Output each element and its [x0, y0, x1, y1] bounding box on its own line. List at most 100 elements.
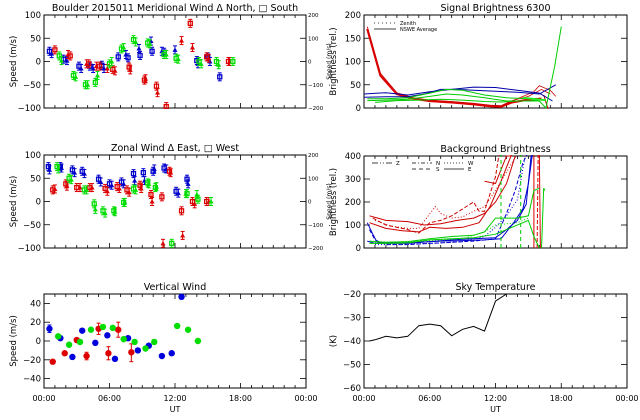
- y-tick-label: −50: [343, 361, 361, 371]
- y-axis-label: Brightness (rel.): [329, 27, 339, 95]
- data-point-red: [126, 189, 132, 195]
- chart-title: Sky Temperature: [455, 282, 535, 293]
- series-line-blue-1: [364, 86, 553, 102]
- y-right-tick-label: 0: [308, 60, 312, 66]
- legend-label: Z: [396, 161, 400, 167]
- legend-label: Zenith: [400, 21, 416, 27]
- data-point-blue: [69, 353, 76, 361]
- y-tick-label: −40: [343, 337, 361, 347]
- data-point-green: [99, 323, 107, 331]
- data-point-red: [137, 182, 143, 188]
- x-tick-label: 00:00: [32, 394, 55, 403]
- data-point-red: [143, 76, 149, 81]
- data-point-green: [109, 324, 116, 332]
- data-point-red: [127, 67, 133, 72]
- data-point-blue: [132, 178, 138, 183]
- y-right-tick-label: 100: [308, 176, 319, 182]
- data-point-green: [163, 52, 169, 57]
- data-point-red: [168, 170, 174, 175]
- data-point-red: [206, 55, 212, 61]
- series-line-red-drop: [543, 94, 549, 109]
- data-point-green: [175, 56, 181, 62]
- chart-title: Zonal Wind Δ East, □ West: [111, 143, 239, 154]
- legend-label: N: [436, 161, 440, 167]
- y-right-tick-label: 200: [308, 153, 319, 159]
- data-point-red: [126, 64, 132, 70]
- data-point-blue: [64, 58, 70, 63]
- series-line-green-c: [375, 217, 529, 243]
- data-point-green: [122, 199, 128, 205]
- data-point-blue: [90, 65, 96, 71]
- data-point-red: [83, 352, 90, 360]
- data-point-red: [115, 326, 122, 333]
- data-point-red: [155, 90, 161, 95]
- data-point-green: [133, 39, 139, 44]
- x-tick-label: 06:00: [418, 394, 441, 403]
- legend-label: E: [468, 167, 472, 173]
- y-tick-label: 40: [30, 299, 41, 309]
- y-tick-label: −40: [23, 375, 41, 385]
- series-line-red-avg: [366, 28, 542, 108]
- y-right-axis-label: Speed (m/s): [326, 43, 333, 79]
- data-point-red: [149, 199, 155, 204]
- y-tick-label: 50: [30, 34, 41, 44]
- data-point-green: [142, 345, 149, 352]
- data-point-red: [49, 358, 56, 365]
- y-right-tick-label: −200: [308, 106, 324, 112]
- x-tick-label: 18:00: [550, 394, 573, 403]
- data-point-green: [84, 187, 90, 192]
- data-layer: [364, 26, 562, 109]
- data-point-blue: [81, 171, 87, 176]
- chart-signal: Signal Brightness 6300 0 50 100 150 200 Bright…: [329, 3, 628, 114]
- data-point-blue: [115, 54, 121, 60]
- data-point-green: [147, 41, 153, 46]
- series-line-green-f: [541, 187, 546, 249]
- y-tick-label: 0: [356, 104, 361, 114]
- data-point-green: [85, 82, 91, 87]
- y-axis-label: Brightness (rel.): [329, 168, 339, 236]
- chart-title: Vertical Wind: [144, 282, 206, 293]
- y-right-tick-label: −100: [308, 83, 324, 89]
- y-axis-label: Speed (m/s): [9, 176, 19, 228]
- data-point-red: [61, 350, 68, 357]
- data-layer: [46, 18, 236, 109]
- chart-background: Background Brightness 0 100 200 300 400 Bright…: [329, 144, 628, 254]
- data-point-red: [187, 20, 193, 27]
- y-tick-label: −100: [18, 104, 41, 114]
- data-point-blue: [45, 163, 52, 170]
- y-tick-label: −30: [343, 314, 361, 324]
- data-point-green: [112, 209, 118, 214]
- series-line-red-a: [369, 155, 516, 226]
- data-point-blue: [168, 350, 175, 357]
- data-point-blue: [92, 339, 99, 347]
- data-layer: [45, 162, 214, 248]
- data-layer: [46, 293, 202, 365]
- data-point-red: [64, 183, 70, 189]
- data-point-green: [208, 199, 214, 204]
- data-point-green: [153, 184, 159, 189]
- data-point-green: [194, 192, 200, 197]
- data-point-green: [198, 61, 204, 66]
- series-line-green-4: [522, 96, 546, 102]
- y-axis-label: (K): [329, 335, 339, 347]
- data-point-red: [148, 191, 154, 198]
- x-tick-label: 12:00: [163, 394, 186, 403]
- data-point-green: [133, 187, 139, 192]
- data-point-blue: [184, 176, 190, 182]
- y-tick-label: 200: [345, 11, 361, 21]
- data-point-green: [73, 74, 79, 79]
- y-tick-label: 0: [36, 58, 41, 68]
- data-point-blue: [49, 51, 55, 56]
- data-point-green: [184, 326, 192, 333]
- data-point-green: [102, 210, 108, 216]
- data-point-green: [169, 240, 175, 247]
- series-line-blue-2: [364, 84, 557, 98]
- data-point-blue: [58, 165, 64, 171]
- series-line-green-3: [374, 26, 562, 109]
- data-point-green: [92, 79, 98, 86]
- plot-frame: [43, 14, 307, 109]
- y-tick-label: −100: [18, 244, 41, 254]
- data-point-green: [109, 59, 115, 64]
- series-line-red-b: [369, 155, 512, 233]
- legend-label: NSWE Average: [400, 27, 437, 33]
